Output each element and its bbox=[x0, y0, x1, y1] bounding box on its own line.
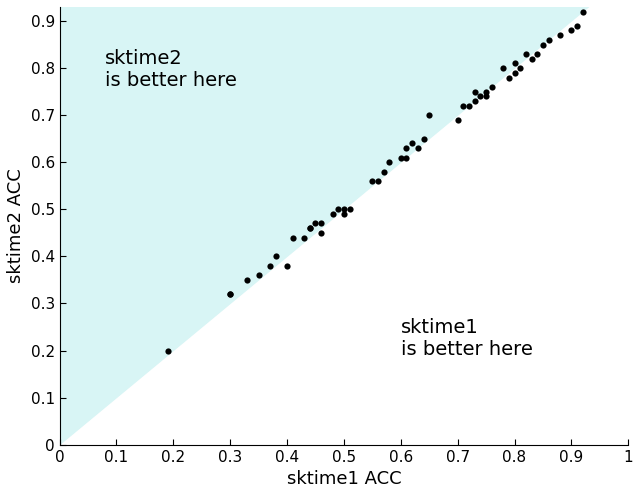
Point bbox=[532, 50, 542, 58]
Point bbox=[498, 64, 508, 72]
Point bbox=[333, 205, 344, 213]
Point bbox=[527, 55, 537, 63]
Point bbox=[509, 59, 520, 67]
Point bbox=[578, 8, 588, 16]
Point bbox=[401, 153, 412, 161]
Point bbox=[344, 205, 355, 213]
Point bbox=[316, 219, 326, 227]
Point bbox=[419, 135, 429, 143]
Point bbox=[413, 144, 423, 152]
Point bbox=[265, 262, 275, 270]
Point bbox=[310, 219, 321, 227]
Point bbox=[521, 50, 531, 58]
Point bbox=[367, 177, 378, 185]
Point bbox=[407, 140, 417, 148]
Point bbox=[396, 153, 406, 161]
Point bbox=[299, 234, 309, 242]
Point bbox=[543, 36, 554, 44]
Point bbox=[458, 102, 468, 110]
Point bbox=[470, 88, 480, 96]
Point bbox=[481, 88, 492, 96]
Point bbox=[242, 276, 252, 284]
Point bbox=[271, 252, 281, 260]
Polygon shape bbox=[60, 0, 628, 445]
Point bbox=[225, 290, 236, 298]
Point bbox=[163, 346, 173, 354]
Point bbox=[464, 102, 474, 110]
Point bbox=[476, 93, 486, 100]
Point bbox=[305, 224, 315, 232]
Point bbox=[572, 22, 582, 30]
Point bbox=[339, 210, 349, 218]
Point bbox=[509, 69, 520, 77]
Point bbox=[225, 290, 236, 298]
Point bbox=[282, 262, 292, 270]
Point bbox=[384, 158, 394, 166]
Point bbox=[328, 210, 338, 218]
Point bbox=[470, 97, 480, 105]
Point bbox=[379, 168, 389, 176]
Point bbox=[424, 111, 435, 119]
Point bbox=[373, 177, 383, 185]
Point bbox=[504, 74, 514, 82]
Point bbox=[481, 93, 492, 100]
Point bbox=[401, 144, 412, 152]
Point bbox=[287, 234, 298, 242]
Point bbox=[555, 31, 565, 39]
Y-axis label: sktime2 ACC: sktime2 ACC bbox=[7, 168, 25, 283]
Point bbox=[515, 64, 525, 72]
Point bbox=[316, 229, 326, 237]
Point bbox=[486, 83, 497, 91]
Point bbox=[566, 27, 577, 35]
Point bbox=[339, 205, 349, 213]
Point bbox=[253, 271, 264, 279]
X-axis label: sktime1 ACC: sktime1 ACC bbox=[287, 470, 401, 488]
Point bbox=[538, 41, 548, 49]
Text: sktime1
is better here: sktime1 is better here bbox=[401, 318, 532, 358]
Point bbox=[305, 224, 315, 232]
Point bbox=[452, 116, 463, 124]
Text: sktime2
is better here: sktime2 is better here bbox=[105, 50, 237, 90]
